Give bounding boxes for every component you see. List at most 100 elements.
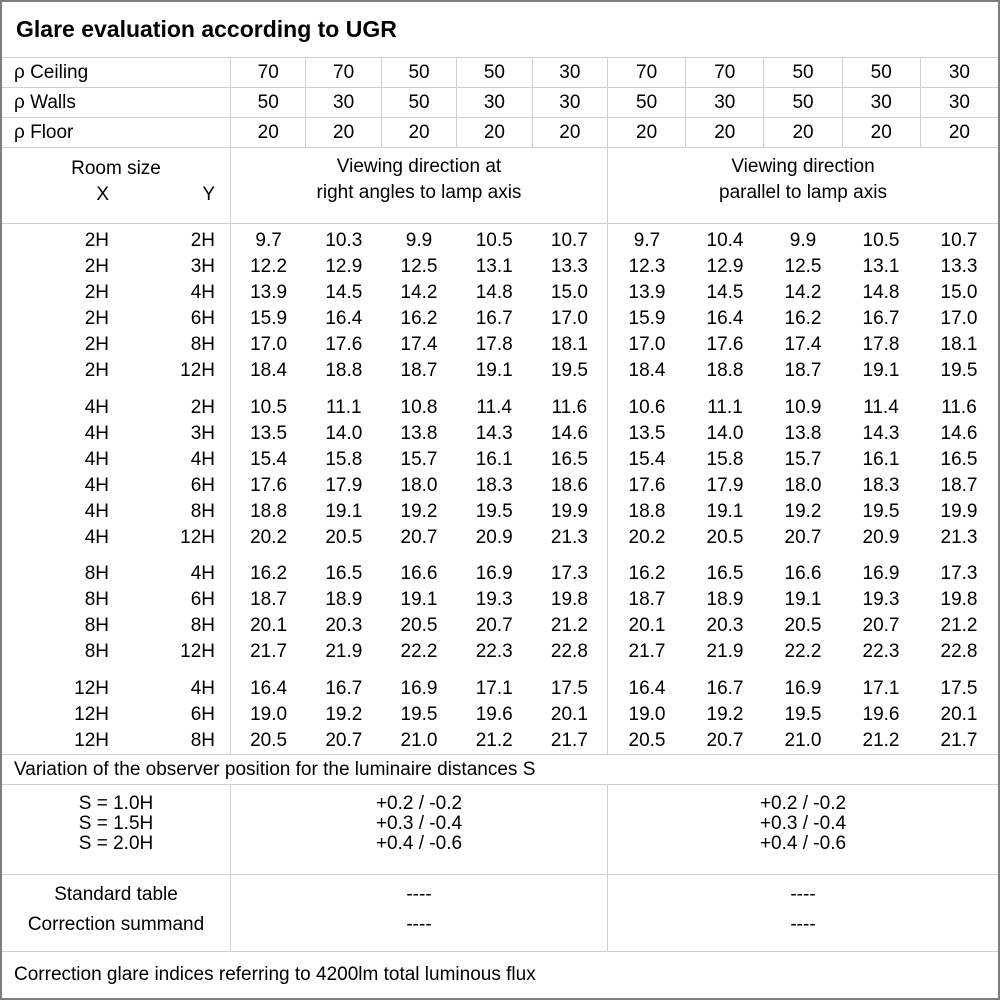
ugr-value: 16.5 bbox=[325, 563, 363, 585]
ugr-value: 16.4 bbox=[325, 307, 363, 329]
reflectance-row: ρ Walls 50 30 50 30 30 50 30 50 30 30 bbox=[2, 88, 998, 118]
ugr-values-right-angles: 13.9 14.5 14.2 14.8 15.0 bbox=[230, 279, 607, 306]
ugr-row: 2H 12H 18.4 18.8 18.7 19.1 19.5 18.4 18.8 18.7 19.… bbox=[2, 357, 998, 384]
ugr-value: 21.0 bbox=[400, 730, 438, 751]
room-size-x: 12H bbox=[74, 730, 109, 751]
ugr-value: 19.6 bbox=[862, 704, 900, 725]
ugr-value: 20.5 bbox=[706, 526, 744, 548]
ugr-value: 20.1 bbox=[940, 704, 978, 725]
ugr-value: 14.6 bbox=[550, 422, 588, 444]
spacing-values-right: +0.2 / -0.2 +0.3 / -0.4 +0.4 / -0.6 bbox=[607, 785, 998, 874]
ugr-value: 19.3 bbox=[475, 589, 513, 611]
ugr-value: 14.0 bbox=[706, 422, 744, 444]
ugr-value: 20.1 bbox=[628, 615, 666, 637]
ugr-value: 13.8 bbox=[400, 422, 438, 444]
ugr-value: 18.4 bbox=[250, 359, 288, 381]
ugr-value: 19.2 bbox=[400, 500, 438, 522]
ugr-value: 16.2 bbox=[784, 307, 822, 329]
ugr-value: 21.3 bbox=[550, 526, 588, 548]
room-x-heading: X bbox=[96, 184, 109, 205]
ugr-value: 17.6 bbox=[325, 333, 363, 355]
ugr-value: 15.7 bbox=[400, 448, 438, 470]
ugr-value: 15.0 bbox=[550, 281, 588, 303]
ugr-row: 12H 6H 19.0 19.2 19.5 19.6 20.1 19.0 19.2 19.5 19.… bbox=[2, 702, 998, 728]
ugr-value: 11.4 bbox=[476, 396, 512, 418]
ugr-value: 9.9 bbox=[789, 229, 817, 251]
ugr-value: 22.3 bbox=[475, 641, 513, 663]
ugr-value: 9.7 bbox=[255, 229, 282, 251]
ugr-row: 2H 2H 9.7 10.3 9.9 10.5 10.7 9.7 10.4 9.9 10.5 10.7 bbox=[2, 227, 998, 254]
reflectance-value: 20 bbox=[763, 118, 841, 147]
ugr-value: 19.8 bbox=[940, 589, 978, 611]
ugr-value: 10.4 bbox=[706, 229, 744, 251]
ugr-value: 10.5 bbox=[250, 396, 288, 418]
summary-value: ---- bbox=[790, 914, 816, 935]
room-size-x: 4H bbox=[84, 448, 109, 470]
room-size-x: 2H bbox=[84, 255, 109, 277]
summary-value: ---- bbox=[406, 914, 432, 935]
room-size-y: 6H bbox=[190, 589, 215, 611]
ugr-value: 22.2 bbox=[400, 641, 438, 663]
ugr-value: 13.5 bbox=[628, 422, 666, 444]
ugr-value: 18.6 bbox=[550, 474, 588, 496]
ugr-value: 18.0 bbox=[784, 474, 822, 496]
ugr-value: 11.6 bbox=[941, 396, 977, 418]
reflectance-values-left: 20 20 20 20 20 bbox=[230, 118, 607, 147]
ugr-value: 19.1 bbox=[475, 359, 513, 381]
room-size-y: 6H bbox=[190, 474, 215, 496]
room-size-x: 4H bbox=[84, 396, 109, 418]
ugr-value: 12.3 bbox=[628, 255, 666, 277]
ugr-value: 19.1 bbox=[862, 359, 900, 381]
reflectance-value: 30 bbox=[531, 58, 607, 87]
ugr-value: 11.4 bbox=[863, 396, 899, 418]
variation-note: Variation of the observer position for t… bbox=[14, 758, 536, 780]
parallel-heading-line2: parallel to lamp axis bbox=[719, 182, 887, 203]
ugr-values-right-angles: 15.4 15.8 15.7 16.1 16.5 bbox=[230, 446, 607, 473]
ugr-values-right-angles: 16.2 16.5 16.6 16.9 17.3 bbox=[230, 561, 607, 588]
spacer-row bbox=[2, 665, 998, 676]
reflectance-value: 30 bbox=[685, 88, 763, 117]
ugr-value: 21.7 bbox=[940, 730, 978, 751]
ugr-value: 22.3 bbox=[862, 641, 900, 663]
reflectance-values-left: 70 70 50 50 30 bbox=[230, 58, 607, 87]
page-title: Glare evaluation according to UGR bbox=[16, 16, 397, 42]
ugr-values-parallel: 16.2 16.5 16.6 16.9 17.3 bbox=[607, 561, 998, 588]
ugr-values-parallel: 18.8 19.1 19.2 19.5 19.9 bbox=[607, 498, 998, 525]
ugr-row: 4H 2H 10.5 11.1 10.8 11.4 11.6 10.6 11.1 10.9 11.4… bbox=[2, 394, 998, 421]
ugr-value: 21.3 bbox=[940, 526, 978, 548]
ugr-value: 19.5 bbox=[862, 500, 900, 522]
ugr-value: 10.5 bbox=[475, 229, 513, 251]
ugr-values-parallel: 20.5 20.7 21.0 21.2 21.7 bbox=[607, 728, 998, 754]
reflectance-table: ρ Ceiling 70 70 50 50 30 70 70 50 50 30 ρ Walls 50 30… bbox=[2, 58, 998, 148]
ugr-values-right-angles: 17.0 17.6 17.4 17.8 18.1 bbox=[230, 331, 607, 358]
summary-label: Standard table bbox=[54, 884, 178, 905]
ugr-value: 14.2 bbox=[400, 281, 438, 303]
ugr-value: 19.5 bbox=[550, 359, 588, 381]
reflectance-value: 50 bbox=[380, 88, 456, 117]
ugr-value: 19.1 bbox=[784, 589, 822, 611]
room-size-x: 4H bbox=[84, 422, 109, 444]
reflectance-value: 50 bbox=[763, 58, 841, 87]
ugr-value: 16.4 bbox=[250, 678, 288, 699]
room-size-x: 12H bbox=[74, 678, 109, 699]
ugr-value: 12.9 bbox=[325, 255, 363, 277]
ugr-values-right-angles: 17.6 17.9 18.0 18.3 18.6 bbox=[230, 472, 607, 499]
spacing-labels: S = 1.0H S = 1.5H S = 2.0H bbox=[2, 785, 230, 874]
ugr-value: 21.7 bbox=[250, 641, 288, 663]
ugr-values-parallel: 17.0 17.6 17.4 17.8 18.1 bbox=[607, 331, 998, 358]
footer-note: Correction glare indices referring to 42… bbox=[14, 964, 536, 985]
ugr-value: 20.7 bbox=[784, 526, 822, 548]
ugr-value: 20.5 bbox=[325, 526, 363, 548]
ugr-value: 17.6 bbox=[706, 333, 744, 355]
ugr-value: 16.7 bbox=[475, 307, 513, 329]
ugr-value: 17.5 bbox=[550, 678, 588, 699]
ugr-value: 14.0 bbox=[325, 422, 363, 444]
ugr-values-right-angles: 19.0 19.2 19.5 19.6 20.1 bbox=[230, 702, 607, 728]
room-size-y: 2H bbox=[190, 396, 215, 418]
ugr-value: 19.2 bbox=[706, 704, 744, 725]
ugr-value: 16.5 bbox=[940, 448, 978, 470]
room-size-x: 4H bbox=[84, 500, 109, 522]
ugr-value: 20.7 bbox=[400, 526, 438, 548]
ugr-value: 19.9 bbox=[550, 500, 588, 522]
ugr-value: 17.0 bbox=[628, 333, 666, 355]
